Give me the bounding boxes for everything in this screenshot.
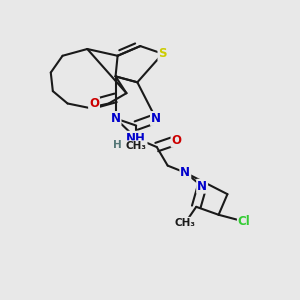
- Text: N: N: [151, 112, 161, 125]
- Text: H: H: [113, 140, 122, 150]
- Text: S: S: [158, 47, 167, 60]
- Text: O: O: [89, 97, 99, 110]
- Text: N: N: [110, 112, 121, 125]
- Text: CH₃: CH₃: [175, 218, 196, 228]
- Text: N: N: [180, 166, 190, 179]
- Text: CH₃: CH₃: [126, 141, 147, 151]
- Text: N: N: [197, 180, 207, 193]
- Text: Cl: Cl: [238, 215, 250, 228]
- Text: O: O: [172, 134, 182, 147]
- Text: NH: NH: [126, 132, 146, 145]
